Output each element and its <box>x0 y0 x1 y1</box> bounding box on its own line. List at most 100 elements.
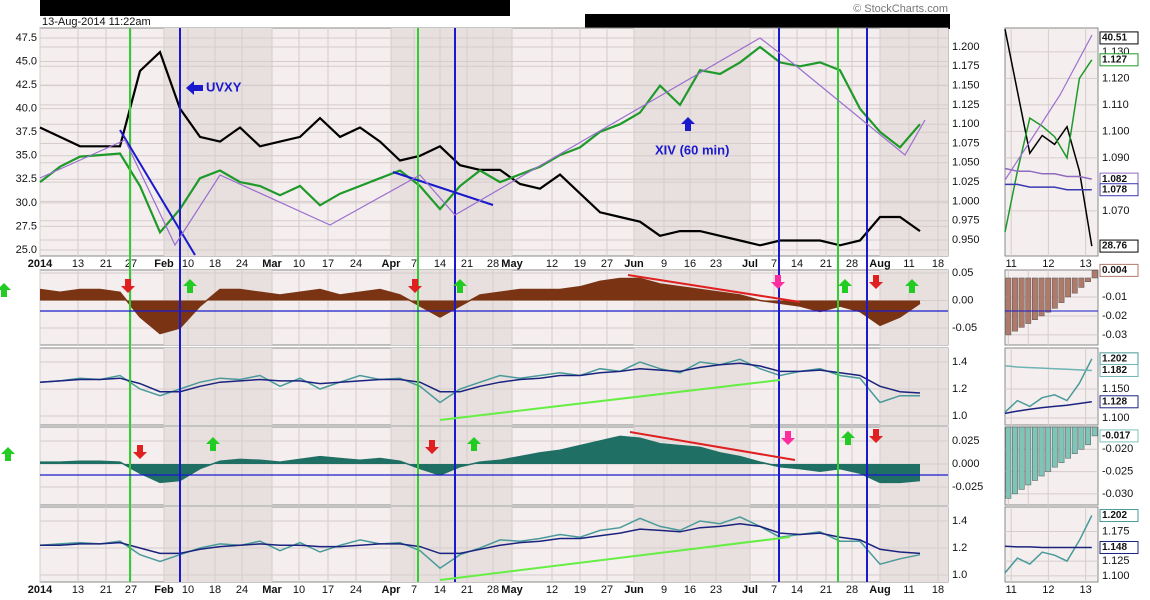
x-tick-label: Jun <box>624 584 644 596</box>
signal-arrow <box>408 279 422 293</box>
x-tick-label: 11 <box>1005 258 1016 270</box>
y-tick-label: -0.025 <box>1102 465 1133 477</box>
y-tick-label: 1.070 <box>1102 205 1130 217</box>
x-tick-label: 23 <box>710 258 722 270</box>
y-tick-label: -0.025 <box>952 481 983 493</box>
x-tick-label: 7 <box>771 258 777 270</box>
panel-background <box>1004 506 1099 583</box>
series-line <box>1004 29 1093 247</box>
y-tick-label: 0.000 <box>952 458 980 470</box>
y-tick-label: 1.100 <box>1102 570 1130 582</box>
x-tick-label: 7 <box>411 584 417 596</box>
bar <box>1045 426 1052 472</box>
y-tick-label: 1.090 <box>1102 152 1130 164</box>
x-tick-label: 14 <box>434 584 446 596</box>
marker-label: 40.51 <box>1102 33 1127 44</box>
y-tick-label: 1.000 <box>952 195 980 207</box>
x-tick-label: 24 <box>236 258 248 270</box>
y-tick-label: 1.175 <box>952 60 980 72</box>
x-tick-label: 18 <box>209 584 221 596</box>
y-tick-label: 25.0 <box>16 244 37 256</box>
bar <box>1065 277 1072 298</box>
x-tick-label: 27 <box>601 258 613 270</box>
month-shade <box>634 427 750 505</box>
y-tick-label: 0.975 <box>952 215 980 227</box>
marker-box <box>1099 31 1139 45</box>
bar <box>1018 426 1025 490</box>
x-tick-label: 16 <box>684 258 696 270</box>
y-tick-label: -0.01 <box>1102 291 1127 303</box>
signal-arrow <box>133 445 147 459</box>
redaction <box>40 0 510 16</box>
y-tick-label: -0.020 <box>1102 443 1133 455</box>
end-label-box <box>1099 239 1139 253</box>
bar <box>1031 426 1038 481</box>
bar <box>1058 277 1065 303</box>
end-label: 1.182 <box>1102 365 1127 376</box>
bar <box>1065 426 1072 459</box>
x-tick-label: Aug <box>869 584 890 596</box>
y-tick-label: -0.05 <box>952 322 977 334</box>
series-annotation: UVXY <box>206 79 242 94</box>
x-tick-label: Apr <box>382 584 402 596</box>
x-tick-label: 18 <box>932 258 944 270</box>
x-tick-label: 14 <box>434 258 446 270</box>
x-tick-label: 10 <box>182 258 194 270</box>
bar <box>1085 277 1091 283</box>
x-tick-label: 19 <box>574 584 586 596</box>
x-tick-label: 27 <box>125 584 137 596</box>
y-tick-label: 1.125 <box>952 99 980 111</box>
end-label: 1.148 <box>1102 542 1127 553</box>
x-tick-label: 11 <box>1005 584 1016 596</box>
x-tick-label: 10 <box>293 258 305 270</box>
y-tick-label: 47.5 <box>16 32 37 44</box>
signal-arrow <box>838 279 852 293</box>
x-tick-label: 14 <box>791 584 803 596</box>
signal-arrow <box>781 431 795 445</box>
bar <box>1091 270 1098 279</box>
x-tick-label: 19 <box>574 258 586 270</box>
x-tick-label: 21 <box>820 584 832 596</box>
x-tick-label: 2014 <box>28 258 53 270</box>
end-label: 1.078 <box>1102 184 1127 195</box>
y-tick-label: 0.05 <box>952 267 973 279</box>
x-tick-label: 12 <box>1042 258 1054 270</box>
bar <box>1005 277 1012 336</box>
divergence-line <box>439 536 791 581</box>
x-tick-label: Aug <box>869 258 890 270</box>
x-tick-label: 11 <box>903 584 914 596</box>
month-shade <box>391 348 512 425</box>
end-label: 1.082 <box>1102 174 1127 185</box>
y-tick-label: 1.2 <box>952 542 967 554</box>
series-line <box>39 45 921 235</box>
x-tick-label: 13 <box>72 584 84 596</box>
area-fill <box>40 278 920 334</box>
y-tick-label: 1.200 <box>952 41 980 53</box>
y-tick-label: 1.120 <box>1102 72 1130 84</box>
x-tick-label: May <box>501 584 523 596</box>
signal-arrow <box>869 429 883 443</box>
x-tick-label: 10 <box>182 584 194 596</box>
end-label-box <box>1099 540 1139 554</box>
series-line <box>1005 183 1092 191</box>
x-tick-label: 24 <box>350 584 362 596</box>
x-tick-label: 9 <box>661 258 667 270</box>
x-tick-label: 2014 <box>28 584 53 596</box>
signal-arrow <box>1 447 15 461</box>
x-tick-label: 21 <box>100 258 112 270</box>
end-label-box <box>1099 429 1139 443</box>
y-tick-label: -0.02 <box>1102 310 1127 322</box>
y-tick-label: 1.075 <box>952 137 980 149</box>
x-tick-label: 10 <box>293 584 305 596</box>
signal-arrow <box>453 279 467 293</box>
month-shade <box>880 348 948 425</box>
signal-arrow <box>771 275 785 289</box>
x-tick-label: 13 <box>1079 258 1091 270</box>
bar <box>1012 426 1018 495</box>
y-tick-label: -0.030 <box>1102 488 1133 500</box>
x-tick-label: 28 <box>846 258 858 270</box>
x-tick-label: Mar <box>262 258 282 270</box>
x-tick-label: 28 <box>487 584 499 596</box>
series-annotation: XIV (60 min) <box>655 142 729 157</box>
x-tick-label: 7 <box>411 258 417 270</box>
